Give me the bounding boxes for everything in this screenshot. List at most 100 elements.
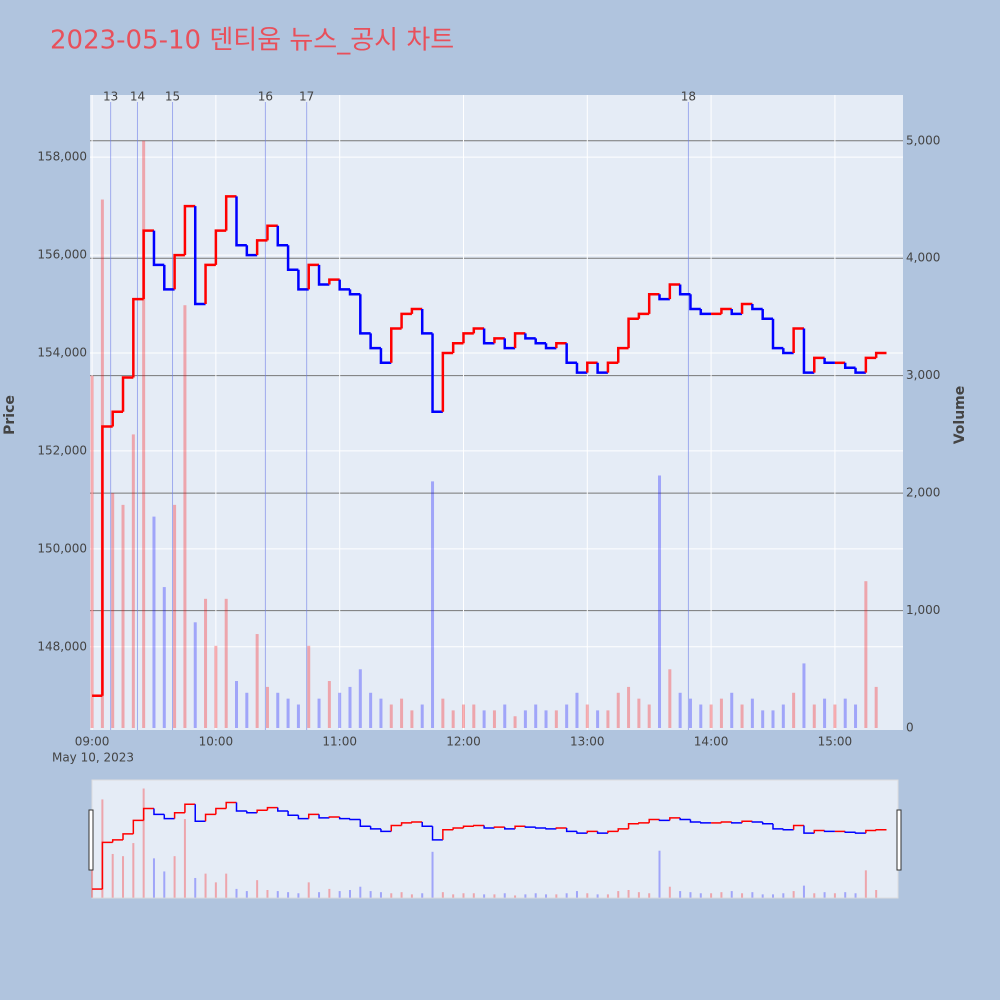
mini-volume-bar <box>173 856 176 898</box>
mini-price-step <box>669 817 681 821</box>
mini-volume-bar <box>720 892 723 898</box>
mini-volume-bar <box>152 858 155 898</box>
price-step <box>297 269 309 291</box>
range-handle[interactable] <box>88 809 94 871</box>
mini-volume-bar <box>844 892 847 898</box>
mini-volume-bar <box>648 893 651 898</box>
volume-bar <box>761 710 765 729</box>
mini-volume-bar <box>679 891 682 898</box>
y2-tick-label: 3,000 <box>906 368 940 382</box>
mini-volume-bar <box>245 891 248 898</box>
volume-bar <box>111 493 115 729</box>
volume-bar <box>142 140 146 729</box>
mini-volume-bar <box>772 894 775 898</box>
mini-volume-bar <box>183 819 186 898</box>
volume-bar <box>802 663 806 729</box>
mini-volume-bar <box>441 892 444 898</box>
volume-bar <box>193 622 197 729</box>
volume-bar <box>255 634 259 729</box>
mini-volume-bar <box>307 882 310 898</box>
price-step <box>369 333 381 350</box>
mini-price-step <box>700 822 712 824</box>
mini-volume-bar <box>452 894 455 898</box>
mini-volume-bar <box>163 871 166 898</box>
price-step <box>410 307 423 314</box>
price-step <box>782 348 794 355</box>
volume-bar <box>286 698 290 729</box>
mini-volume-bar <box>472 893 475 898</box>
mini-volume-bar <box>668 886 671 898</box>
mini-volume-bar <box>875 889 878 898</box>
price-step <box>224 195 237 231</box>
price-step <box>204 263 216 305</box>
mini-volume-bar <box>710 893 713 898</box>
price-step <box>338 279 350 291</box>
price-step <box>441 351 454 412</box>
price-step <box>493 337 505 344</box>
mini-volume-bar <box>142 788 145 898</box>
mini-volume-bar <box>266 889 269 898</box>
mini-price-step <box>638 822 650 824</box>
mini-price-step <box>101 841 113 890</box>
price-step <box>482 328 495 345</box>
range-handle[interactable] <box>896 809 902 871</box>
mini-price-step <box>813 829 825 834</box>
price-step <box>699 308 712 316</box>
mini-price-step <box>504 827 516 830</box>
mini-volume-bar <box>214 882 217 898</box>
mini-price-step <box>318 814 330 819</box>
mini-price-step <box>596 831 608 834</box>
y-tick-label: 158,000 <box>37 150 87 164</box>
volume-bar <box>379 698 383 729</box>
price-step <box>524 333 536 340</box>
mini-volume-bar <box>658 850 661 898</box>
mini-volume-bar <box>359 886 362 898</box>
price-step <box>328 278 340 285</box>
price-step <box>173 253 185 290</box>
news-label: 18 <box>681 90 696 104</box>
price-step <box>771 318 784 350</box>
x-tick-label: 14:00 <box>694 735 729 749</box>
news-label: 15 <box>165 90 180 104</box>
mini-volume-bar <box>741 893 744 898</box>
mini-price-step <box>854 832 866 834</box>
news-label: 14 <box>130 90 145 104</box>
volume-bar <box>451 710 455 729</box>
mini-price-step <box>380 828 392 833</box>
x-tick-label: 13:00 <box>570 735 605 749</box>
price-step <box>193 206 206 306</box>
mini-price-step <box>524 826 536 828</box>
mini-price-step <box>369 826 381 830</box>
y2-tick-label: 1,000 <box>906 603 940 617</box>
mini-price-step <box>534 827 547 829</box>
mini-volume-bar <box>689 892 692 898</box>
price-step <box>802 328 815 374</box>
price-step <box>431 333 443 414</box>
volume-bar <box>162 587 166 729</box>
price-step <box>255 239 268 256</box>
volume-bar <box>585 704 589 729</box>
mini-price-step <box>658 819 670 822</box>
price-step <box>616 346 629 363</box>
price-step <box>266 224 278 241</box>
y-axis-title: Price <box>2 395 18 435</box>
price-step <box>235 196 247 247</box>
volume-bar <box>276 692 280 729</box>
price-step <box>606 361 619 373</box>
range-slider[interactable] <box>91 779 899 899</box>
price-step <box>214 229 227 265</box>
mini-price-step <box>772 823 784 830</box>
volume-bar <box>410 710 414 729</box>
news-label: 13 <box>103 90 118 104</box>
price-step <box>152 230 165 267</box>
price-step <box>544 343 557 350</box>
x-tick-label: 11:00 <box>322 735 357 749</box>
mini-volume-bar <box>328 888 331 898</box>
mini-volume-bar <box>204 873 207 898</box>
mini-price-step <box>803 825 815 834</box>
mini-price-step <box>648 818 660 823</box>
mini-volume-bar <box>833 893 836 898</box>
mini-price-step <box>679 817 691 821</box>
mini-price-step <box>153 808 165 816</box>
